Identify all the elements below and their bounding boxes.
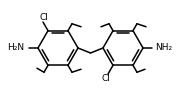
Text: Cl: Cl [40, 13, 49, 22]
Text: Cl: Cl [102, 74, 110, 83]
Text: H₂N: H₂N [7, 43, 25, 52]
Text: NH₂: NH₂ [155, 43, 172, 52]
